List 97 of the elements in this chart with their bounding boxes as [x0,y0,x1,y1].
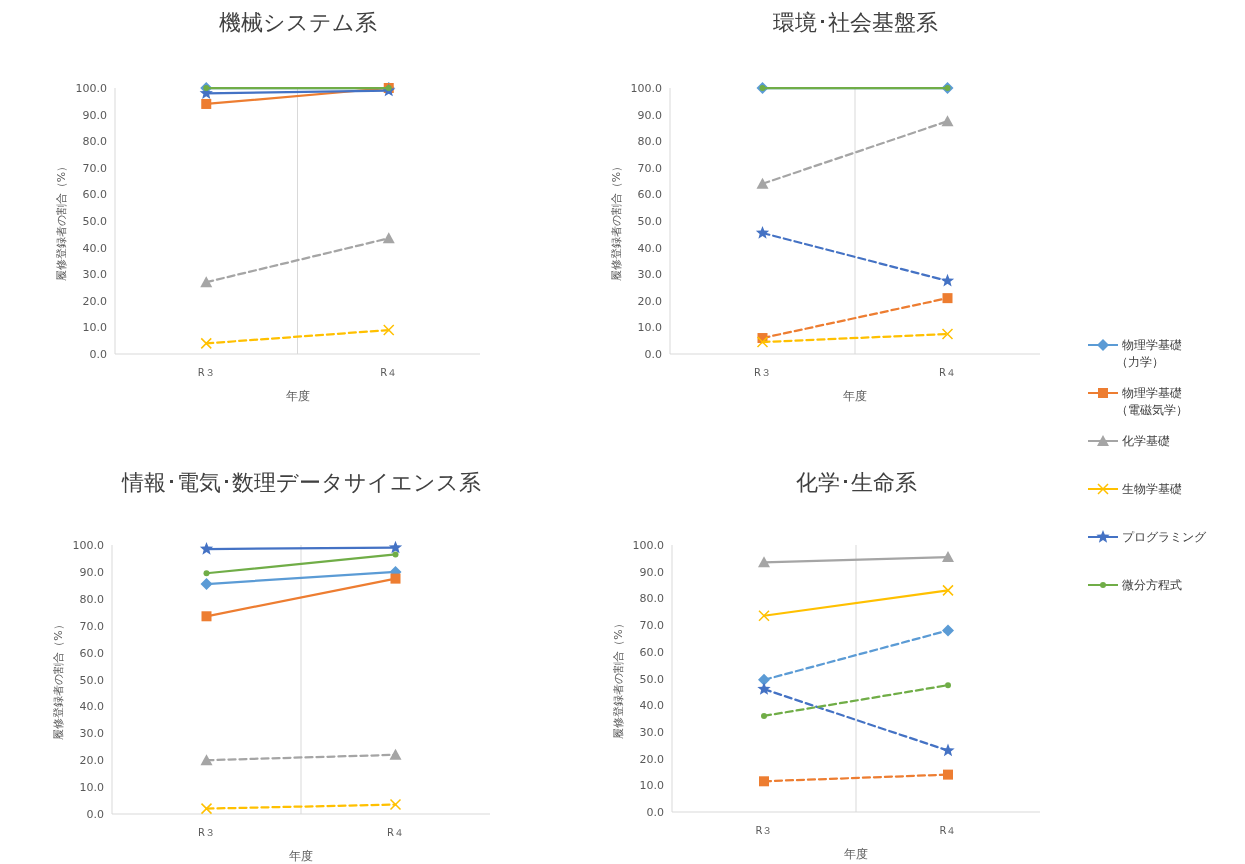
y-tick-label: 80.0 [637,135,662,149]
y-tick-label: 70.0 [82,161,107,175]
y-tick-label: 30.0 [82,268,107,282]
y-tick-label: 80.0 [639,592,664,606]
point [757,682,771,695]
y-tick-label: 30.0 [79,727,104,741]
y-tick-label: 80.0 [79,592,104,606]
x-tick-label: R４ [939,367,956,378]
y-tick-label: 10.0 [79,781,104,795]
legend-label: 微分方程式 [1122,578,1182,592]
y-tick-label: 70.0 [639,619,664,633]
legend-label: 物理学基礎（力学） [1116,338,1182,369]
y-tick-label: 70.0 [79,619,104,633]
y-tick-label: 20.0 [637,294,662,308]
point [201,611,212,622]
y-tick-label: 20.0 [82,294,107,308]
point [940,273,955,287]
point [942,293,953,304]
point [203,570,210,577]
point [200,337,212,350]
point [942,624,954,637]
point [943,769,953,780]
chart-title: 化学･生命系 [795,470,917,495]
y-tick-label: 10.0 [82,321,107,335]
chart-title: 情報･電気･数理データサイエンス系 [120,470,481,495]
point [758,610,770,622]
point [388,540,403,554]
legend-label: 化学基礎 [1122,434,1170,448]
y-tick-label: 60.0 [639,645,664,659]
y-tick-label: 20.0 [79,754,104,768]
y-axis-title: 履修登録者の割合（%） [55,160,68,282]
x-axis-title: 年度 [844,847,868,861]
y-tick-label: 100.0 [630,82,662,95]
y-tick-label: 50.0 [639,672,664,686]
x-tick-label: R３ [755,825,773,836]
x-axis-title: 年度 [843,389,867,403]
y-tick-label: 90.0 [639,565,664,579]
x-axis-title: 年度 [289,849,313,863]
x-axis-title: 年度 [285,389,310,403]
y-tick-label: 40.0 [639,699,664,713]
x-tick-label: R４ [380,367,398,378]
chart-title: 環境･社会基盤系 [772,10,938,35]
point [392,551,399,558]
point [758,673,770,686]
y-axis-title: 履修登録者の割合（%） [610,160,623,282]
y-tick-label: 50.0 [637,215,662,228]
point [389,798,402,811]
y-tick-label: 40.0 [637,241,662,255]
y-tick-label: 0.0 [644,348,662,361]
y-tick-label: 40.0 [82,241,107,255]
y-tick-label: 90.0 [79,565,104,579]
point [759,776,769,787]
point [756,336,769,348]
y-tick-label: 60.0 [637,188,662,202]
y-tick-label: 80.0 [82,135,107,149]
legend-label: 生物学基礎 [1122,482,1182,496]
x-tick-label: R４ [939,825,957,836]
point [942,584,954,597]
y-tick-label: 100.0 [632,539,664,552]
x-tick-label: R３ [197,367,215,378]
y-tick-label: 0.0 [646,806,664,819]
y-tick-label: 0.0 [89,348,107,361]
y-tick-label: 90.0 [637,108,662,122]
x-tick-label: R３ [198,827,215,838]
point [200,802,213,815]
point [201,98,212,109]
y-tick-label: 30.0 [637,268,662,282]
y-tick-label: 10.0 [637,321,662,335]
y-tick-label: 20.0 [639,752,664,766]
y-tick-label: 90.0 [82,108,107,122]
x-tick-label: R３ [754,367,771,378]
y-tick-label: 50.0 [82,215,107,228]
chart-title: 機械システム系 [218,10,377,35]
point [761,712,767,719]
y-tick-label: 100.0 [72,539,104,552]
y-tick-label: 100.0 [75,82,107,95]
point [755,225,770,239]
y-tick-label: 40.0 [79,700,104,714]
y-tick-label: 10.0 [639,779,664,793]
y-tick-label: 60.0 [79,646,104,660]
point [200,578,213,591]
point [383,324,395,336]
y-tick-label: 0.0 [86,808,104,821]
x-tick-label: R４ [387,827,404,838]
y-tick-label: 50.0 [79,673,104,687]
point [945,682,951,689]
point [199,542,214,555]
point [390,573,401,584]
point [941,743,955,757]
legend-label: プログラミング [1122,530,1207,544]
legend-label: 物理学基礎（電磁気学） [1116,386,1188,417]
y-tick-label: 30.0 [639,725,664,739]
y-tick-label: 60.0 [82,188,107,202]
y-tick-label: 70.0 [637,161,662,175]
point [941,328,954,340]
y-axis-title: 履修登録者の割合（%） [52,619,65,740]
y-axis-title: 履修登録者の割合（%） [612,618,625,739]
